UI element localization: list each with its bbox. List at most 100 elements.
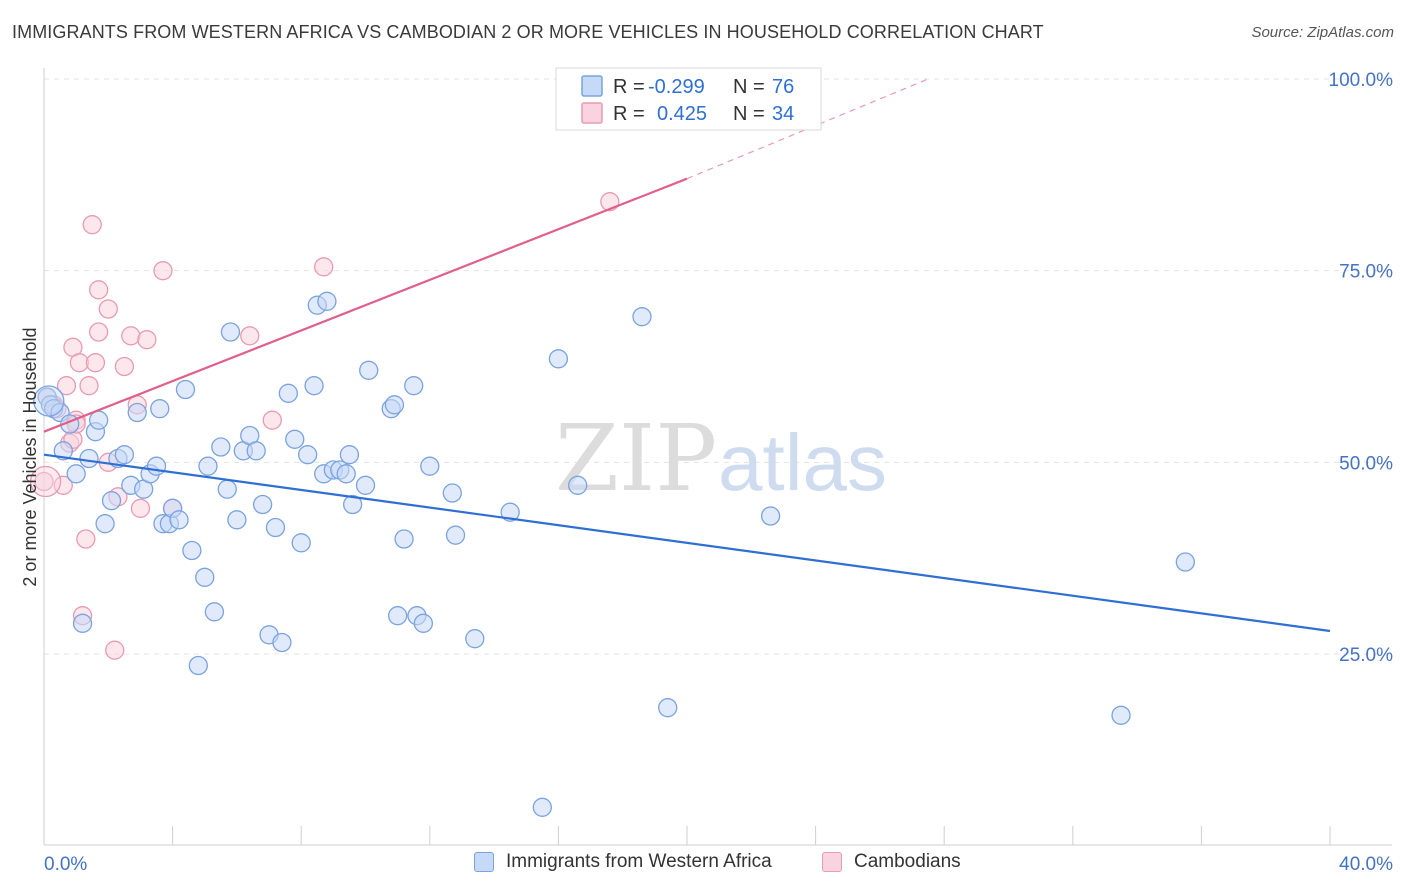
western-africa-point: [658, 698, 678, 718]
western-africa-point: [227, 510, 247, 530]
legend-n-value-2: 34: [772, 103, 794, 125]
western-africa-point: [384, 395, 405, 415]
cambodians-point: [314, 257, 334, 277]
cambodians-point: [76, 529, 96, 549]
western-africa-point: [404, 376, 424, 396]
cambodians-point: [121, 326, 141, 346]
western-africa-point: [355, 475, 376, 495]
watermark: ZIP atlas: [555, 405, 887, 512]
y-tick-label: 25.0%: [1339, 645, 1393, 666]
chart-title: IMMIGRANTS FROM WESTERN AFRICA VS CAMBOD…: [12, 22, 1044, 42]
western-africa-point: [114, 445, 135, 465]
trend-lines: [43, 78, 1331, 633]
gridlines: [44, 78, 1392, 655]
cambodians-point: [153, 261, 173, 281]
y-tick-label: 50.0%: [1339, 453, 1393, 474]
legend-r-label-2: R =: [613, 103, 645, 125]
cambodians-point: [137, 330, 157, 350]
western-africa-point: [1111, 705, 1131, 725]
western-africa-point-cluster: [33, 385, 65, 417]
cambodians-point: [89, 322, 109, 342]
western-africa-point: [101, 491, 122, 511]
cambodians-point: [79, 376, 99, 396]
western-africa-point: [304, 376, 324, 396]
western-africa-point: [442, 483, 462, 503]
y-tick-label: 100.0%: [1329, 70, 1394, 91]
western-africa-point: [500, 502, 520, 522]
western-africa-point: [72, 613, 93, 633]
cambodians-point: [89, 280, 109, 300]
western-africa-point: [339, 445, 360, 465]
western-africa-point: [175, 379, 196, 400]
cambodians-point: [98, 299, 118, 319]
western-africa-point: [445, 525, 466, 545]
western-africa-point: [359, 360, 379, 380]
western-africa-point: [198, 456, 218, 476]
cambodians-point: [56, 376, 77, 396]
cambodians-point: [34, 471, 54, 492]
western-africa-point: [285, 429, 305, 449]
western-africa-point: [127, 402, 147, 423]
western-africa-point: [342, 494, 363, 515]
cambodians-point: [114, 356, 135, 377]
legend-label-western-africa: Immigrants from Western Africa: [506, 851, 772, 872]
cambodians-point: [82, 215, 102, 235]
cambodians-point: [85, 353, 106, 373]
cambodians-point: [69, 353, 90, 373]
western-africa-point: [336, 464, 356, 484]
y-axis-title: 2 or more Vehicles in Household: [20, 327, 40, 586]
western-africa-point: [272, 632, 292, 653]
western-africa-point: [1175, 552, 1195, 572]
cambodians-trend-line: [43, 177, 688, 433]
legend-blue-swatch: [581, 75, 603, 97]
y-tick-label: 75.0%: [1339, 262, 1393, 283]
western-africa-point: [632, 307, 652, 327]
legend-item-western-africa: Immigrants from Western Africa: [474, 851, 772, 873]
cambodians-point: [130, 498, 151, 518]
cambodians-point-cluster: [29, 465, 62, 498]
western-africa-point: [252, 494, 273, 515]
watermark-atlas: atlas: [718, 418, 887, 507]
western-africa-point: [89, 410, 109, 430]
legend-n-label-2: N =: [733, 103, 765, 125]
chart-source: Source: ZipAtlas.com: [1251, 24, 1394, 41]
legend-label-cambodians: Cambodians: [854, 851, 961, 872]
western-africa-point: [204, 602, 225, 622]
western-africa-point: [265, 517, 286, 538]
western-africa-point: [195, 567, 215, 587]
western-africa-point: [211, 437, 231, 457]
watermark-zip: ZIP: [555, 405, 717, 512]
western-africa-point: [79, 448, 99, 469]
western-africa-point: [317, 291, 337, 311]
western-africa-point: [182, 540, 202, 561]
western-africa-point: [188, 655, 208, 676]
legend-n-label-1: N =: [733, 76, 765, 98]
western-africa-point: [150, 399, 170, 419]
western-africa-point: [66, 464, 86, 484]
y-tick-labels: 25.0% 50.0% 75.0% 100.0%: [1329, 70, 1394, 666]
legend-r-label-1: R =: [613, 76, 645, 98]
cambodians-point: [262, 410, 282, 430]
western-africa-point: [387, 606, 408, 626]
western-africa-point: [95, 514, 115, 534]
western-africa-point: [53, 441, 73, 461]
legend-r-value-1: -0.299: [648, 76, 705, 98]
western-africa-point: [760, 506, 781, 526]
western-africa-point: [246, 441, 266, 461]
western-africa-trend-line: [43, 453, 1331, 633]
correlation-legend: R = -0.299 N = 76 R = 0.425 N = 34: [555, 67, 822, 131]
western-africa-point: [220, 322, 241, 342]
cambodians-points: [29, 192, 620, 660]
western-africa-point: [465, 629, 485, 649]
x-tick-label-max: 40.0%: [1339, 854, 1393, 875]
western-africa-point: [548, 349, 569, 369]
western-africa-point: [420, 456, 440, 476]
axes: [43, 68, 1392, 846]
legend-swatch-pink: [822, 852, 842, 872]
western-africa-point: [169, 510, 189, 530]
legend-pink-swatch: [581, 102, 603, 124]
western-africa-point: [278, 383, 298, 403]
western-africa-point: [413, 613, 434, 633]
legend-n-value-1: 76: [772, 76, 794, 98]
x-tick-labels: 0.0% 40.0%: [44, 854, 1393, 875]
